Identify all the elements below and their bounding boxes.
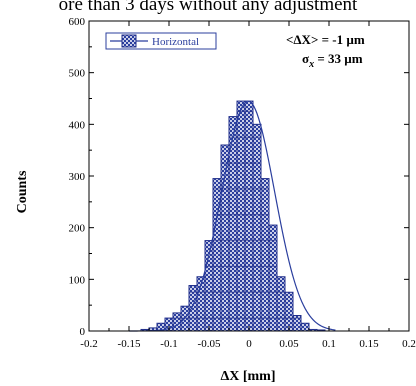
y-axis: 0 100 200 300 400 500 600	[69, 16, 409, 338]
histogram-bar	[260, 178, 270, 332]
mean-annotation: <ΔX> = -1 µm	[286, 32, 365, 47]
histogram-bar	[252, 123, 262, 332]
histogram-bar	[244, 100, 254, 332]
x-axis: -0.2 -0.15 -0.1 -0.05 0 0.05 0.1 0.15 0.2	[80, 21, 416, 350]
x-tick-label: -0.2	[80, 338, 97, 350]
x-tick-label: -0.15	[118, 338, 141, 350]
y-axis-title: Counts	[15, 170, 30, 213]
sigma-symbol: σ	[302, 51, 309, 66]
histogram-bar	[236, 100, 246, 332]
x-tick-label: 0.2	[402, 338, 416, 350]
y-tick-label: 600	[69, 16, 86, 28]
y-tick-label: 0	[80, 326, 86, 338]
histogram-bar	[276, 276, 286, 332]
x-tick-label: 0.15	[359, 338, 379, 350]
legend-label-horizontal: Horizontal	[152, 36, 199, 48]
y-tick-label: 500	[69, 68, 86, 80]
histogram-bar	[172, 312, 182, 332]
sigma-annotation: σx = 33 µm	[302, 51, 363, 70]
y-tick-label: 200	[69, 223, 86, 235]
histogram-bar	[300, 322, 310, 332]
gaussian-fit-curve	[129, 100, 336, 332]
y-tick-label: 100	[69, 274, 86, 286]
x-tick-label: 0.1	[322, 338, 336, 350]
legend: Horizontal	[105, 32, 217, 50]
x-tick-label: 0.05	[279, 338, 299, 350]
y-tick-label: 400	[69, 119, 86, 131]
bar-internal-gridlines	[173, 110, 301, 319]
x-tick-label: -0.1	[160, 338, 177, 350]
histogram-bar	[284, 291, 294, 332]
x-tick-label: -0.05	[198, 338, 221, 350]
sigma-value: = 33 µm	[314, 51, 363, 66]
x-tick-label: 0	[246, 338, 252, 350]
top-caption: ore than 3 days without any adjustment	[58, 0, 358, 15]
y-tick-label: 300	[69, 171, 86, 183]
legend-swatch	[121, 34, 137, 48]
sigma-subscript: x	[308, 59, 314, 70]
x-axis-title: ΔX [mm]	[220, 369, 275, 384]
